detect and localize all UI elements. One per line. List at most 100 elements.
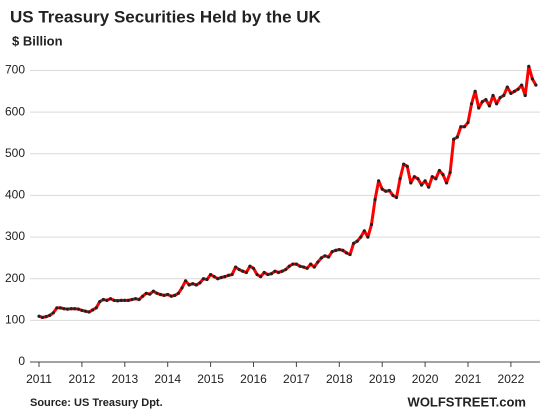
- point: [405, 164, 409, 168]
- point: [87, 310, 91, 314]
- point: [459, 125, 463, 129]
- point: [444, 181, 449, 185]
- point: [394, 195, 399, 200]
- point: [126, 298, 130, 302]
- x-tick-label: 2021: [455, 372, 482, 386]
- point: [326, 255, 331, 259]
- x-tick-label: 2020: [412, 372, 439, 386]
- point: [473, 89, 477, 93]
- point: [287, 264, 291, 268]
- point: [369, 222, 374, 227]
- point: [466, 120, 470, 125]
- point: [462, 125, 467, 129]
- x-tick-label: 2015: [197, 372, 224, 386]
- x-tick-label: 2013: [111, 372, 138, 386]
- point: [491, 93, 495, 98]
- point: [484, 98, 488, 102]
- point: [362, 229, 366, 233]
- point: [144, 291, 148, 295]
- point: [191, 282, 195, 286]
- x-tick-label: 2014: [154, 372, 181, 386]
- x-tick-label: 2019: [369, 372, 396, 386]
- point: [280, 269, 284, 273]
- point: [305, 266, 309, 270]
- point: [355, 239, 359, 243]
- point: [502, 93, 506, 98]
- point: [301, 265, 306, 269]
- point: [498, 95, 502, 100]
- point: [212, 275, 216, 279]
- point: [512, 89, 517, 93]
- point: [230, 272, 234, 277]
- point: [402, 162, 406, 166]
- x-tick-label: 2012: [69, 372, 96, 386]
- point: [108, 297, 113, 301]
- point: [309, 262, 313, 266]
- point: [291, 262, 295, 266]
- point: [534, 83, 538, 87]
- y-tick-label: 200: [5, 271, 25, 285]
- point: [437, 168, 441, 173]
- point: [248, 264, 252, 268]
- point: [155, 291, 159, 295]
- point: [169, 294, 173, 298]
- y-tick-label: 300: [5, 229, 25, 243]
- y-tick-label: 0: [18, 354, 25, 368]
- point: [348, 252, 352, 257]
- point: [427, 185, 431, 189]
- point: [133, 297, 138, 301]
- point: [234, 265, 238, 269]
- point: [373, 197, 377, 202]
- point: [298, 264, 302, 268]
- point: [294, 262, 298, 266]
- point: [187, 283, 191, 287]
- line: [38, 64, 538, 319]
- point: [341, 248, 345, 252]
- point: [37, 314, 41, 318]
- point: [495, 102, 499, 106]
- y-tick-label: 100: [5, 313, 25, 327]
- point: [337, 247, 341, 252]
- x-tick-label: 2016: [240, 372, 267, 386]
- point: [151, 289, 155, 293]
- point: [226, 273, 231, 277]
- point: [244, 270, 248, 275]
- point: [276, 270, 281, 275]
- point: [387, 188, 391, 193]
- chart-subtitle: $ Billion: [12, 33, 63, 48]
- point: [259, 275, 263, 279]
- point: [105, 298, 109, 302]
- point: [423, 179, 427, 183]
- point: [480, 100, 484, 104]
- point: [316, 260, 320, 264]
- y-tick-label: 700: [5, 63, 25, 77]
- point: [477, 106, 481, 110]
- point: [51, 311, 55, 315]
- point: [201, 277, 206, 281]
- point: [180, 286, 184, 290]
- point: [452, 137, 456, 141]
- point: [273, 269, 277, 273]
- x-tick-label: 2017: [283, 372, 310, 386]
- point: [69, 307, 73, 311]
- x-tick-label: 2022: [498, 372, 525, 386]
- point: [241, 269, 245, 273]
- point: [284, 267, 288, 272]
- point: [130, 297, 134, 302]
- point: [76, 307, 80, 311]
- point: [380, 187, 384, 191]
- point: [223, 275, 227, 279]
- point: [66, 307, 70, 311]
- point: [530, 77, 534, 81]
- point: [148, 292, 152, 296]
- point: [391, 193, 395, 198]
- point: [40, 315, 45, 320]
- point: [344, 251, 349, 255]
- point: [119, 298, 123, 302]
- point: [469, 102, 474, 106]
- point: [262, 270, 266, 275]
- brand: WOLFSTREET.com: [408, 394, 526, 409]
- point: [216, 277, 220, 281]
- point: [112, 298, 116, 302]
